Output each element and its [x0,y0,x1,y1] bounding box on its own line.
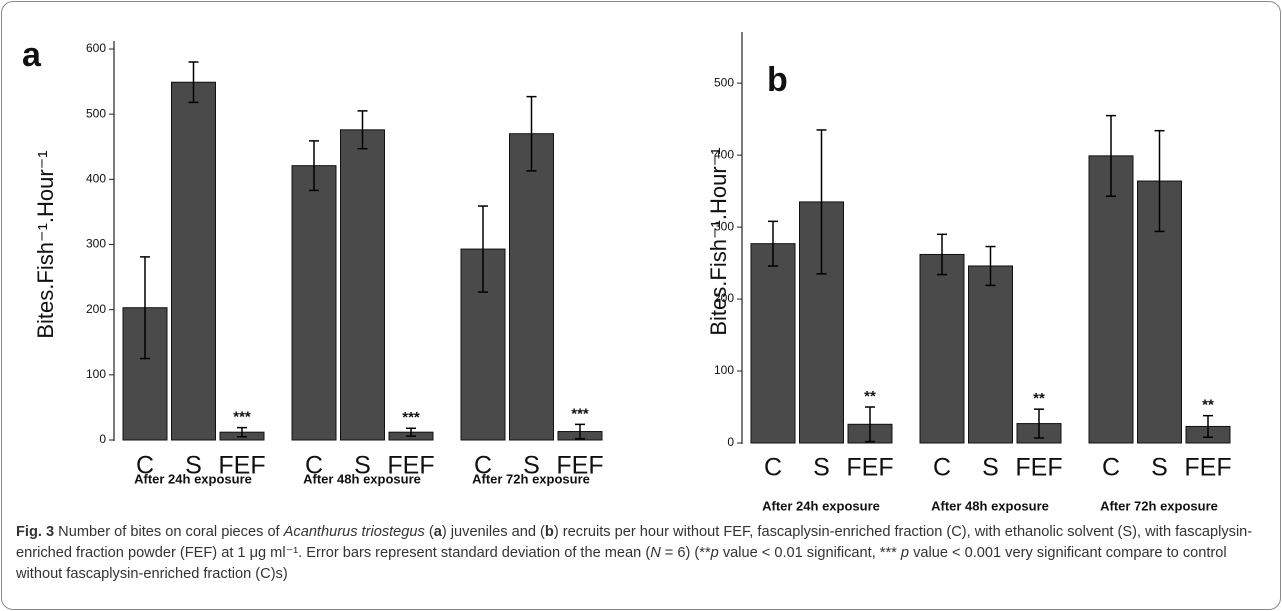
caption-text: ) juveniles and ( [441,524,545,540]
caption-text: p [900,545,910,561]
caption-text: a [433,524,442,540]
chart: a Bites.Fish⁻¹.Hour⁻¹ 0 100 200 300 400 500 600 C… [22,32,1232,513]
group-label: After 72h exposure [472,471,590,486]
x-tick-label: S [1151,454,1168,482]
caption-text: value < 0.001 very significant compare t… [16,545,1227,582]
y-tick-label: 200 [714,291,734,305]
caption-text: ) recruits per hour without FEF, fascapl… [16,524,1253,561]
y-tick-label: 300 [714,219,734,233]
y-axis-label: Bites.Fish⁻¹.Hour⁻¹ [33,150,58,338]
caption-text: ( [424,524,434,540]
caption-text: Acanthurus triostegus [283,524,425,540]
x-tick-label: FEF [1015,454,1062,482]
x-tick-label: FEF [218,452,265,480]
caption-text: Number of bites on coral pieces of [54,524,284,540]
x-tick-label: C [764,454,782,482]
x-tick-label: C [305,452,323,480]
x-tick-label: C [474,452,492,480]
panel-label: b [767,61,788,99]
y-tick-label: 500 [714,75,734,89]
group-label: After 24h exposure [762,498,880,513]
x-tick-label: FEF [846,454,893,482]
x-tick-label: C [933,454,951,482]
x-tick-label: S [813,454,830,482]
group-label: After 24h exposure [134,471,252,486]
group-label: After 48h exposure [303,471,421,486]
y-tick-label: 200 [86,302,106,316]
caption: Fig. 3 Number of bites on coral pieces o… [16,522,1271,585]
y-tick-label: 400 [86,172,106,186]
x-tick-label: S [982,454,999,482]
significance-label: ** [864,388,876,405]
x-tick-label: FEF [387,452,434,480]
x-tick-label: C [136,452,154,480]
caption-text: b [544,524,554,540]
group-label: After 72h exposure [1100,498,1218,513]
significance-label: *** [233,409,251,426]
y-tick-label: 100 [86,367,106,381]
y-tick-label: 0 [727,435,734,449]
significance-label: *** [571,405,589,422]
panel-label: a [22,36,42,74]
x-tick-label: FEF [556,452,603,480]
bar [968,265,1013,444]
x-tick-label: S [354,452,371,480]
x-tick-label: C [1102,454,1120,482]
y-axis-label: Bites.Fish⁻¹.Hour⁻¹ [706,147,731,335]
caption-text: value < 0.01 significant, *** [718,545,901,561]
caption-text: N [650,545,661,561]
bar [1088,155,1134,444]
caption-text: = 6) (** [660,545,711,561]
bar [340,129,385,441]
bar [171,81,216,441]
bar [750,243,796,444]
significance-label: ** [1033,390,1045,407]
bar [919,253,965,444]
significance-label: *** [402,409,420,426]
significance-label: ** [1202,397,1214,414]
y-tick-label: 100 [714,363,734,377]
x-tick-label: S [185,452,202,480]
x-tick-label: FEF [1184,454,1231,482]
x-tick-label: S [523,452,540,480]
caption-text: Fig. 3 [16,524,55,540]
caption-text: p [710,545,719,561]
y-tick-label: 0 [99,432,106,446]
y-tick-label: 400 [714,147,734,161]
y-tick-label: 300 [86,237,106,251]
y-tick-label: 500 [86,106,106,120]
y-tick-label: 600 [86,41,106,55]
bar [291,165,337,441]
bar [509,133,554,441]
group-label: After 48h exposure [931,498,1049,513]
